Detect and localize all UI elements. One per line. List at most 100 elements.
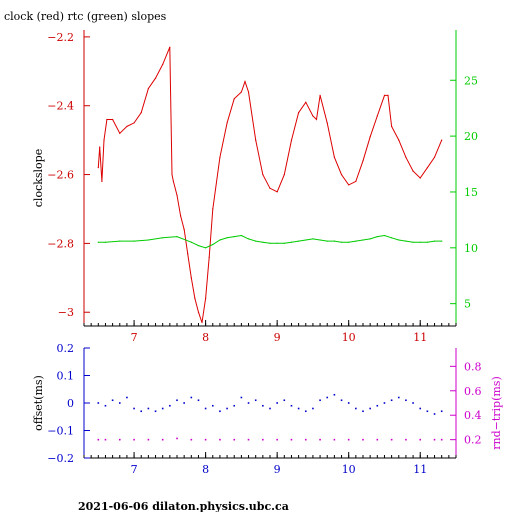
series-line-green <box>98 234 442 249</box>
data-point-green <box>255 240 257 242</box>
scatter-point-blue <box>426 410 429 413</box>
y-axis-title-left: offset(ms) <box>32 375 45 431</box>
data-point-red <box>205 297 207 300</box>
data-point-red <box>298 112 300 114</box>
data-point-red <box>405 156 407 158</box>
data-point-green <box>348 241 350 243</box>
scatter-point-blue <box>161 407 164 410</box>
scatter-point-magenta <box>433 438 436 441</box>
scatter-point-magenta <box>362 438 364 441</box>
data-point-green <box>133 240 135 242</box>
scatter-point-blue <box>111 399 114 402</box>
data-point-green <box>319 239 321 241</box>
scatter-point-blue <box>269 407 271 410</box>
data-point-red <box>312 115 314 117</box>
scatter-point-blue <box>247 402 250 404</box>
scatter-point-magenta <box>347 438 350 441</box>
scatter-point-blue <box>297 407 300 410</box>
data-point-green <box>190 241 192 243</box>
data-point-red <box>387 94 389 96</box>
scatter-point-blue <box>154 410 157 413</box>
scatter-point-blue <box>204 407 207 410</box>
scatter-point-magenta <box>276 438 278 441</box>
scatter-point-magenta <box>204 438 207 441</box>
x-tick-label: 7 <box>131 331 138 344</box>
data-point-red <box>103 139 105 141</box>
data-point-red <box>426 167 428 169</box>
data-point-red <box>326 122 328 124</box>
data-point-red <box>140 112 142 114</box>
data-point-green <box>362 239 364 241</box>
scatter-point-blue <box>211 404 214 407</box>
data-point-red <box>441 139 443 141</box>
scatter-point-blue <box>390 399 393 402</box>
data-point-green <box>226 237 228 239</box>
scatter-point-blue <box>197 399 200 402</box>
data-point-green <box>262 241 264 243</box>
data-point-green <box>305 239 307 241</box>
data-point-green <box>269 242 271 244</box>
scatter-point-blue <box>440 410 443 413</box>
data-point-green <box>240 234 242 237</box>
data-point-red <box>208 256 210 258</box>
scatter-point-magenta <box>233 438 236 441</box>
scatter-point-blue <box>304 410 307 413</box>
x-tick-label: 11 <box>413 331 427 344</box>
scatter-point-blue <box>419 407 422 410</box>
scatter-point-blue <box>254 399 257 402</box>
scatter-point-blue <box>276 402 278 404</box>
scatter-point-blue <box>97 402 100 404</box>
data-point-green <box>391 237 393 239</box>
y-tick-label-right: 0.4 <box>464 409 482 422</box>
y-tick-label-left: −2.8 <box>47 237 74 250</box>
y-tick-label-right: 15 <box>464 186 478 199</box>
data-point-red <box>101 180 103 183</box>
data-point-green <box>326 240 328 242</box>
series-line-red <box>97 47 443 323</box>
data-point-green <box>104 241 107 243</box>
data-point-green <box>369 238 371 240</box>
data-point-red <box>283 173 285 176</box>
data-point-red <box>106 118 108 121</box>
data-point-red <box>99 146 101 148</box>
scatter-point-magenta <box>262 438 264 441</box>
data-point-green <box>147 239 149 241</box>
y-tick-label-right: 25 <box>464 74 478 87</box>
data-point-red <box>269 187 271 189</box>
data-point-red <box>362 160 364 162</box>
bottom-panel: 7 8 9 10 11 0.2 0.1 0 −0.1 −0.2 0.2 0.4 0.6 0.8 offset… <box>32 342 503 476</box>
y-tick-label-left: −0.1 <box>47 425 74 438</box>
data-point-red <box>262 173 264 176</box>
data-point-red <box>183 229 185 231</box>
scatter-point-blue <box>347 402 350 404</box>
data-point-red <box>190 277 192 279</box>
y-tick-label-left: 0.1 <box>57 370 75 383</box>
y-tick-label-left: −2.6 <box>47 169 74 182</box>
scatter-point-magenta <box>219 438 221 441</box>
data-point-green <box>247 238 250 240</box>
x-tick-label: 9 <box>274 463 281 476</box>
data-point-red <box>333 156 335 158</box>
scatter-point-blue <box>118 402 121 404</box>
data-point-red <box>398 139 400 141</box>
scatter-point-magenta <box>333 438 336 441</box>
data-point-red <box>412 170 414 172</box>
data-point-red <box>340 173 343 176</box>
scatter-point-blue <box>104 404 107 407</box>
scatter-point-magenta <box>390 438 393 441</box>
data-point-green <box>405 240 407 242</box>
data-point-green <box>233 236 235 238</box>
scatter-point-blue <box>240 396 243 399</box>
chart-title: clock (red) rtc (green) slopes <box>4 10 167 23</box>
data-point-red <box>172 180 175 183</box>
data-point-red <box>290 139 293 141</box>
data-point-green <box>426 241 428 243</box>
y-tick-label-right: 0.8 <box>464 360 482 373</box>
data-point-red <box>194 297 196 300</box>
data-point-red <box>212 208 214 210</box>
scatter-point-magenta <box>176 437 178 440</box>
y-tick-label-left: 0 <box>67 397 74 410</box>
y-tick-label-right: 0.2 <box>464 434 482 447</box>
data-point-red <box>369 136 371 138</box>
data-point-green <box>312 238 314 240</box>
